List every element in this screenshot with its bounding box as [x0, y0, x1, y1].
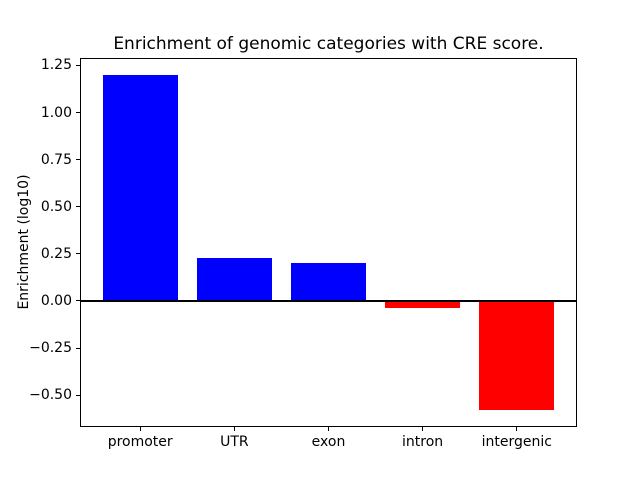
x-tick-mark [516, 427, 518, 431]
chart-title: Enrichment of genomic categories with CR… [113, 34, 544, 54]
x-tick-mark [233, 427, 235, 431]
bar-promoter [102, 74, 178, 301]
x-tick-label: promoter [107, 434, 173, 450]
x-tick-label: intron [402, 434, 444, 450]
y-tick-mark [76, 64, 80, 66]
bar-intergenic [479, 300, 555, 411]
y-tick-label: 0.00 [40, 292, 72, 309]
y-tick-mark [76, 347, 80, 349]
y-tick-mark [76, 394, 80, 396]
x-tick-mark [139, 427, 141, 431]
y-tick-mark [76, 300, 80, 302]
y-tick-mark [76, 159, 80, 161]
y-tick-mark [76, 206, 80, 208]
bar-intron [385, 300, 461, 309]
y-tick-label: −0.50 [29, 387, 72, 404]
x-tick-mark [328, 427, 329, 431]
x-tick-label: UTR [220, 434, 249, 450]
y-tick-label: −0.25 [29, 340, 72, 356]
y-axis-title: Enrichment (log10) [16, 174, 32, 310]
x-tick-mark [422, 427, 424, 431]
x-tick-label: exon [311, 434, 346, 450]
y-tick-label: 1.25 [40, 57, 72, 74]
x-tick-label: intergenic [481, 434, 552, 450]
bar-UTR [196, 257, 272, 301]
bar-exon [290, 263, 367, 301]
zero-line [80, 299, 577, 303]
y-tick-mark [76, 112, 80, 113]
y-tick-label: 0.50 [40, 198, 72, 215]
y-tick-label: 0.75 [40, 151, 72, 168]
y-tick-mark [76, 253, 80, 255]
y-tick-label: 1.00 [40, 104, 72, 121]
y-tick-label: 0.25 [40, 245, 72, 262]
